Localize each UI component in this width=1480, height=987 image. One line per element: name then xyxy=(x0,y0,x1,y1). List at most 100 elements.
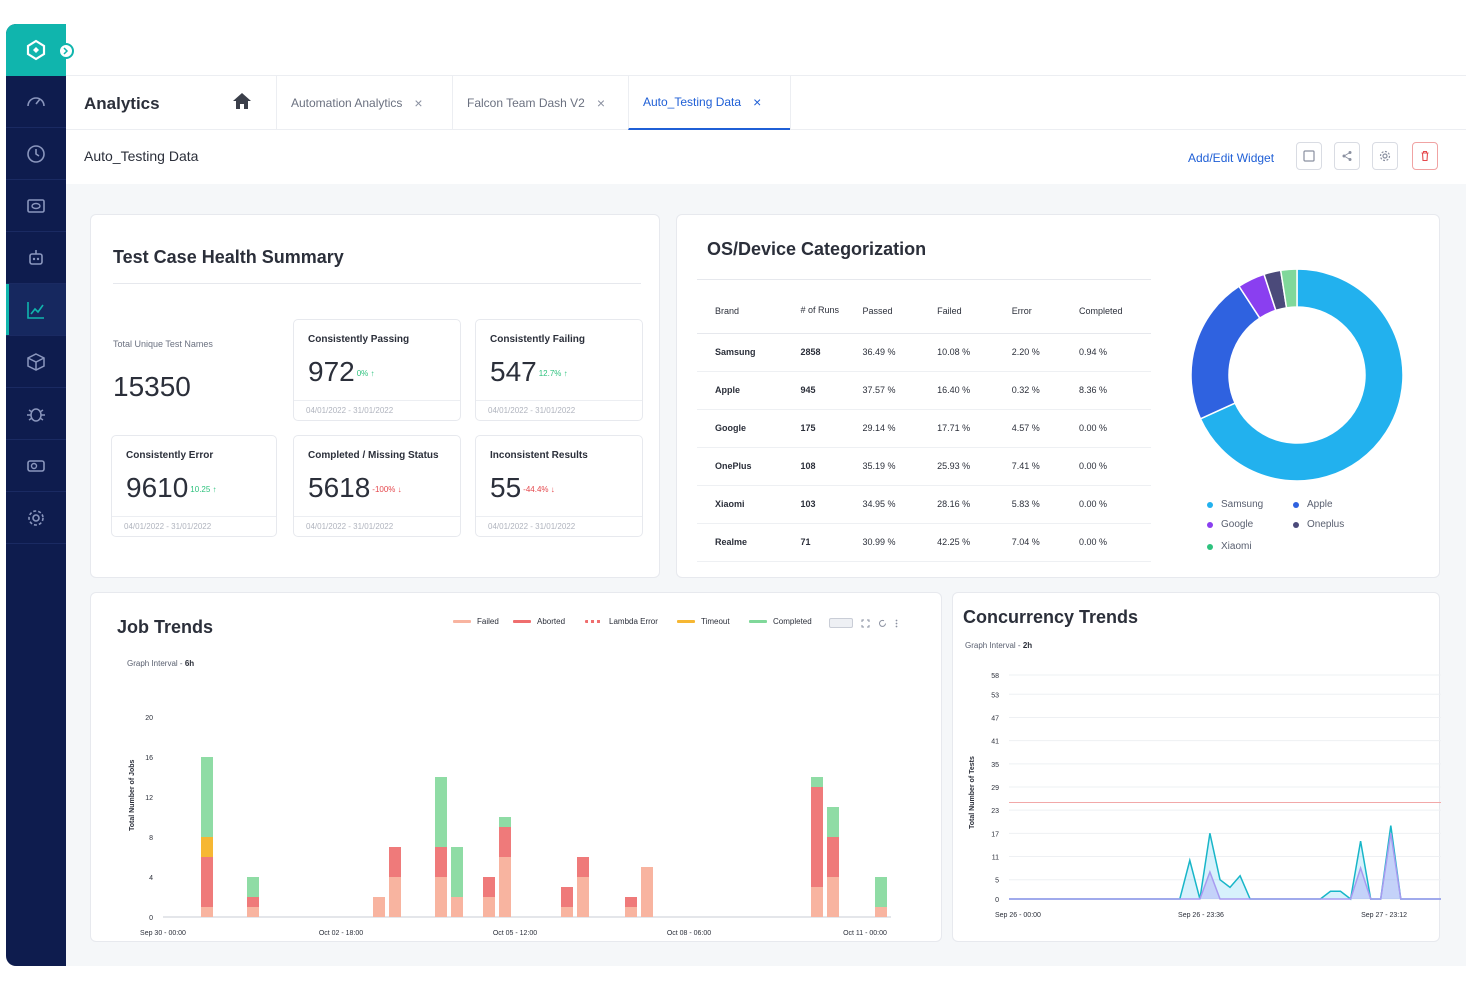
bar-segment-completed[interactable] xyxy=(435,777,447,847)
bar-segment-timeout[interactable] xyxy=(201,837,213,857)
sidebar-collapse-button[interactable] xyxy=(58,43,74,59)
zoom-toggle[interactable] xyxy=(829,618,853,628)
tab-automation-analytics[interactable]: Automation Analytics × xyxy=(276,76,452,130)
bar-segment-failed[interactable] xyxy=(451,897,463,917)
tab-auto-testing-data[interactable]: Auto_Testing Data × xyxy=(628,76,790,130)
bar-segment-aborted[interactable] xyxy=(247,897,259,907)
delete-button[interactable] xyxy=(1412,142,1438,170)
sidebar-item-builds[interactable] xyxy=(6,336,66,388)
bar-segment-aborted[interactable] xyxy=(625,897,637,907)
x-tick-label: Oct 02 - 18:00 xyxy=(319,930,363,937)
bar-segment-aborted[interactable] xyxy=(201,857,213,907)
bar-segment-failed[interactable] xyxy=(247,907,259,917)
col-header[interactable]: Completed xyxy=(1061,289,1151,334)
legend-item[interactable]: Aborted xyxy=(513,617,565,626)
table-row[interactable]: Xiaomi 103 34.95 % 28.16 % 5.83 % 0.00 % xyxy=(697,485,1151,524)
share-button[interactable] xyxy=(1334,142,1360,170)
bar-segment-failed[interactable] xyxy=(875,907,887,917)
bar-segment-aborted[interactable] xyxy=(561,887,573,907)
bar-segment-completed[interactable] xyxy=(875,877,887,907)
stat-consistently-passing[interactable]: Consistently Passing 972 0% ↑ 04/01/2022 … xyxy=(293,319,461,421)
bar-segment-aborted[interactable] xyxy=(435,847,447,877)
bar-segment-aborted[interactable] xyxy=(811,787,823,887)
bar-segment-failed[interactable] xyxy=(811,887,823,917)
col-header[interactable]: Error xyxy=(993,289,1061,334)
bar-segment-failed[interactable] xyxy=(827,877,839,917)
legend-item[interactable]: Apple xyxy=(1293,499,1333,510)
donut-slice-apple[interactable] xyxy=(1190,285,1261,420)
close-icon[interactable]: × xyxy=(414,95,423,111)
bar-segment-completed[interactable] xyxy=(451,847,463,897)
chart-toolbar xyxy=(829,618,898,628)
bar-segment-failed[interactable] xyxy=(641,867,653,917)
close-icon[interactable]: × xyxy=(596,95,606,111)
bar-segment-aborted[interactable] xyxy=(389,847,401,877)
bar-segment-failed[interactable] xyxy=(389,877,401,917)
bar-segment-aborted[interactable] xyxy=(499,827,511,857)
legend-item[interactable]: Failed xyxy=(453,617,499,626)
legend-item[interactable]: Completed xyxy=(749,617,812,626)
logo[interactable] xyxy=(6,24,66,76)
donut-slice-xiaomi[interactable] xyxy=(1279,268,1298,309)
legend-item[interactable]: Timeout xyxy=(677,617,730,626)
bar-segment-aborted[interactable] xyxy=(577,857,589,877)
col-header[interactable]: # of Runs xyxy=(782,289,845,334)
bar-segment-failed[interactable] xyxy=(373,897,385,917)
bar-segment-failed[interactable] xyxy=(435,877,447,917)
sidebar-item-analytics[interactable] xyxy=(6,284,66,336)
bar-segment-completed[interactable] xyxy=(499,817,511,827)
sidebar-item-speed[interactable] xyxy=(6,76,66,128)
col-header[interactable]: Passed xyxy=(844,289,920,334)
stat-completed-missing[interactable]: Completed / Missing Status 5618 -100% ↓ 0… xyxy=(293,435,461,537)
expand-icon[interactable] xyxy=(861,619,870,628)
stat-inconsistent-results[interactable]: Inconsistent Results 55 -44.4% ↓ 04/01/20… xyxy=(475,435,643,537)
sidebar-item-automation[interactable] xyxy=(6,232,66,284)
bar-segment-aborted[interactable] xyxy=(827,837,839,877)
col-header[interactable]: Brand xyxy=(697,289,783,334)
sidebar-item-issues[interactable] xyxy=(6,388,66,440)
bar-segment-failed[interactable] xyxy=(499,857,511,917)
bar-segment-completed[interactable] xyxy=(827,807,839,837)
sidebar-item-settings[interactable] xyxy=(6,492,66,544)
bar-segment-failed[interactable] xyxy=(625,907,637,917)
fullscreen-button[interactable] xyxy=(1296,142,1322,170)
sidebar-item-tickets[interactable] xyxy=(6,440,66,492)
tab-falcon-team-dash[interactable]: Falcon Team Dash V2 × xyxy=(452,76,628,130)
bar-segment-failed[interactable] xyxy=(201,907,213,917)
stat-consistently-error[interactable]: Consistently Error 9610 10.25 ↑ 04/01/202… xyxy=(111,435,277,537)
graph-interval: Graph Interval - 6h xyxy=(127,659,194,668)
table-row[interactable]: Google 175 29.14 % 17.71 % 4.57 % 0.00 % xyxy=(697,409,1151,448)
bar-segment-failed[interactable] xyxy=(577,877,589,917)
series-line[interactable] xyxy=(1009,833,1441,900)
table-row[interactable]: Realme 71 30.99 % 42.25 % 7.04 % 0.00 % xyxy=(697,523,1151,562)
legend-item[interactable]: Google xyxy=(1207,519,1253,530)
table-row[interactable]: Samsung 2858 36.49 % 10.08 % 2.20 % 0.94 % xyxy=(697,333,1151,372)
table-cell: 0.00 % xyxy=(1061,447,1151,486)
bar-segment-completed[interactable] xyxy=(201,757,213,837)
table-row[interactable]: OnePlus 108 35.19 % 25.93 % 7.41 % 0.00 % xyxy=(697,447,1151,486)
refresh-icon[interactable] xyxy=(878,619,887,628)
table-cell: 37.57 % xyxy=(844,371,920,410)
bar-segment-aborted[interactable] xyxy=(483,877,495,897)
legend-item[interactable]: Oneplus xyxy=(1293,519,1344,530)
donut-slice-samsung[interactable] xyxy=(1199,268,1404,482)
stat-label: Consistently Error xyxy=(126,450,214,461)
bar-segment-completed[interactable] xyxy=(247,877,259,897)
legend-item[interactable]: Lambda Error xyxy=(585,617,658,626)
close-icon[interactable]: × xyxy=(753,94,762,110)
add-edit-widget-link[interactable]: Add/Edit Widget xyxy=(1188,151,1275,165)
col-header[interactable]: Failed xyxy=(919,289,994,334)
bar-segment-failed[interactable] xyxy=(483,897,495,917)
sidebar-item-visual[interactable] xyxy=(6,180,66,232)
legend-item[interactable]: Xiaomi xyxy=(1207,541,1252,552)
bar-segment-failed[interactable] xyxy=(561,907,573,917)
bar-segment-completed[interactable] xyxy=(811,777,823,787)
stat-consistently-failing[interactable]: Consistently Failing 547 12.7% ↑ 04/01/20… xyxy=(475,319,643,421)
home-button[interactable] xyxy=(232,92,252,115)
more-icon[interactable] xyxy=(895,619,898,628)
sidebar-item-history[interactable] xyxy=(6,128,66,180)
table-row[interactable]: Apple 945 37.57 % 16.40 % 0.32 % 8.36 % xyxy=(697,371,1151,410)
settings-button[interactable] xyxy=(1372,142,1398,170)
stat-number: 9610 xyxy=(126,472,189,503)
legend-item[interactable]: Samsung xyxy=(1207,499,1263,510)
